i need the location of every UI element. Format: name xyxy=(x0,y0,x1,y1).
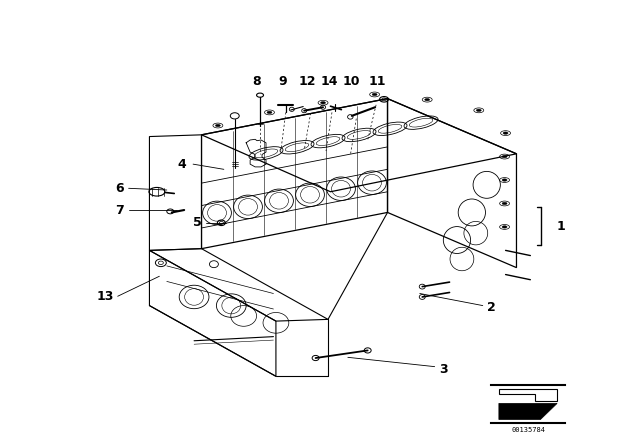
Text: 4: 4 xyxy=(178,158,187,171)
Ellipse shape xyxy=(425,99,429,101)
Text: 1: 1 xyxy=(556,220,565,233)
Text: 10: 10 xyxy=(343,75,360,88)
Ellipse shape xyxy=(267,111,272,114)
Text: 14: 14 xyxy=(321,75,338,88)
Ellipse shape xyxy=(476,109,481,112)
Ellipse shape xyxy=(321,102,326,104)
Text: 6: 6 xyxy=(115,182,124,195)
Ellipse shape xyxy=(372,93,377,96)
Ellipse shape xyxy=(502,179,507,181)
Ellipse shape xyxy=(502,226,507,228)
Text: 5: 5 xyxy=(193,216,202,229)
Ellipse shape xyxy=(216,124,220,127)
Text: 11: 11 xyxy=(369,75,387,88)
Text: 00135784: 00135784 xyxy=(511,427,545,433)
Text: 7: 7 xyxy=(115,204,124,217)
Ellipse shape xyxy=(503,132,508,134)
Text: 3: 3 xyxy=(440,363,448,376)
Text: 9: 9 xyxy=(278,75,287,88)
Text: 2: 2 xyxy=(486,301,495,314)
Text: 8: 8 xyxy=(252,75,260,88)
Ellipse shape xyxy=(502,155,507,158)
Polygon shape xyxy=(499,403,557,419)
Text: 13: 13 xyxy=(97,290,114,303)
Text: 12: 12 xyxy=(298,75,316,88)
Ellipse shape xyxy=(502,202,507,205)
